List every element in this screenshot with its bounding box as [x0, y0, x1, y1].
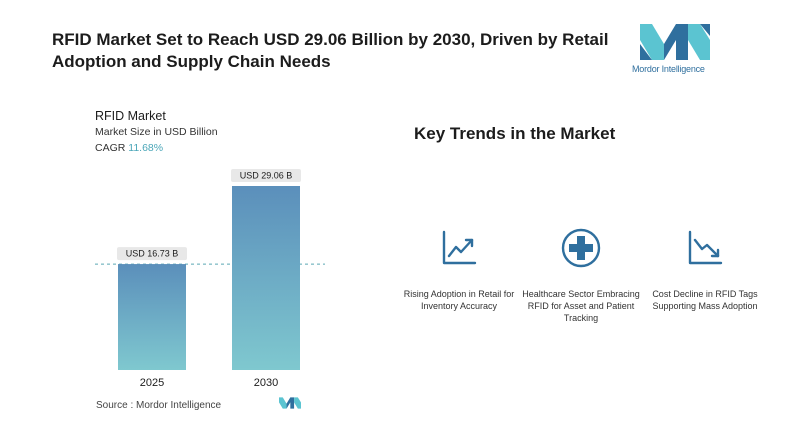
trend-item-retail: Rising Adoption in Retail for Inventory … — [394, 228, 524, 312]
chart-header: RFID Market Market Size in USD Billion C… — [95, 108, 218, 156]
value-label: USD 29.06 B — [240, 171, 293, 181]
decline-chart-icon — [688, 230, 723, 265]
value-label: USD 16.73 B — [126, 249, 179, 259]
cagr-label: CAGR — [95, 142, 126, 154]
trend-label: Healthcare Sector Embracing RFID for Ass… — [522, 289, 640, 323]
bar-2030 — [232, 186, 300, 370]
trend-label: Cost Decline in RFID Tags Supporting Mas… — [652, 289, 758, 311]
growth-chart-icon — [442, 230, 477, 265]
chart-subtitle: Market Size in USD Billion — [95, 126, 218, 138]
trend-item-healthcare: Healthcare Sector Embracing RFID for Ass… — [516, 228, 646, 324]
value-label-bg — [117, 247, 187, 261]
trends-title: Key Trends in the Market — [414, 124, 616, 143]
x-tick-label: 2030 — [254, 377, 278, 389]
source-note: Source : Mordor Intelligence — [96, 400, 222, 411]
medical-cross-icon — [561, 228, 601, 268]
value-label-bg — [231, 169, 301, 182]
mordor-logo-icon — [640, 24, 710, 60]
cagr-value: 11.68% — [128, 142, 164, 154]
bar-2025 — [118, 264, 186, 370]
chart-title: RFID Market — [95, 109, 166, 123]
trend-label: Rising Adoption in Retail for Inventory … — [403, 289, 515, 311]
cagr-row: CAGR 11.68% — [95, 140, 218, 156]
brand-name: Mordor Intelligence — [632, 64, 705, 74]
page-title: RFID Market Set to Reach USD 29.06 Billi… — [52, 30, 609, 71]
mordor-small-logo-icon — [279, 397, 301, 409]
trend-item-cost-decline: Cost Decline in RFID Tags Supporting Mas… — [640, 228, 770, 312]
x-tick-label: 2025 — [140, 377, 164, 389]
brand-logo: Mordor Intelligence — [632, 24, 718, 76]
